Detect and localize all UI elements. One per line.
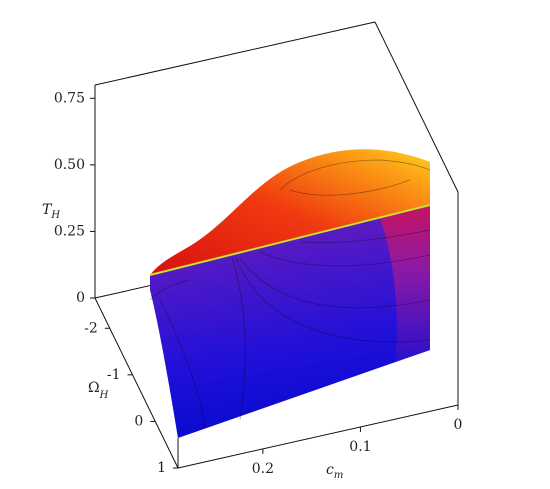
z-tick-label: 0.75 bbox=[54, 90, 85, 106]
y-tick-label: -2 bbox=[84, 320, 98, 336]
z-axis-label-main: T bbox=[42, 202, 53, 218]
y-axis-label-main: Ω bbox=[88, 380, 100, 396]
surface bbox=[149, 149, 431, 438]
z-tick-label: 0.25 bbox=[54, 223, 85, 239]
y-axis-label-sub: H bbox=[99, 390, 109, 401]
y-axis-label: ΩH bbox=[88, 380, 109, 401]
y-tick-label: 1 bbox=[157, 460, 166, 476]
z-axis-label-sub: H bbox=[50, 210, 60, 221]
x-axis-label-sub: m bbox=[334, 470, 343, 481]
z-tick-label: 0 bbox=[76, 290, 85, 306]
x-tick-label: 0.2 bbox=[252, 461, 274, 477]
z-tick-label: 0.50 bbox=[54, 157, 85, 173]
x-axis-label: cm bbox=[326, 462, 343, 481]
z-axis-label: TH bbox=[42, 202, 60, 221]
x-tick-label: 0.1 bbox=[349, 439, 371, 455]
y-tick-label: -1 bbox=[107, 367, 121, 383]
y-tick-label: 0 bbox=[134, 413, 143, 429]
x-axis-label-main: c bbox=[326, 462, 334, 478]
x-tick-label: 0 bbox=[454, 417, 463, 433]
